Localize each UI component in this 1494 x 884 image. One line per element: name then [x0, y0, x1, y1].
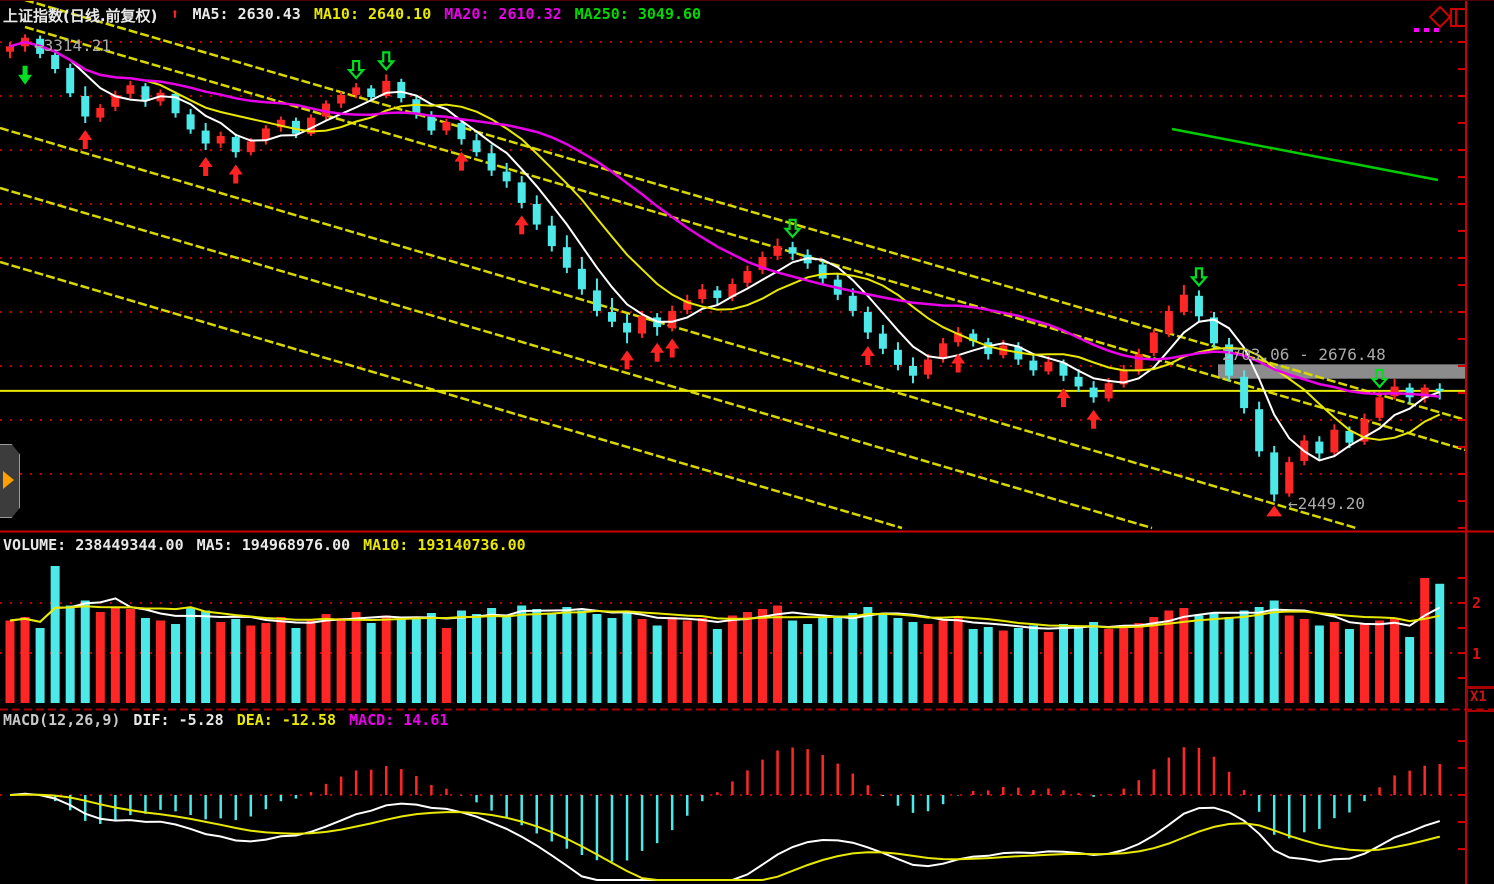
volume-gridlines: [0, 602, 1466, 654]
trendlines: [0, 0, 1467, 530]
buy-arrow-icon: [198, 157, 213, 176]
sell-hollow-arrow-icon: [346, 59, 366, 80]
dea-readout: DEA: -12.58: [236, 711, 337, 729]
sell-hollow-arrow-icon: [1189, 267, 1209, 288]
buy-arrow-icon: [665, 338, 680, 358]
window-top-border: [0, 0, 1494, 1]
macd-pane-header: MACD(12,26,9) DIF: -5.28 DEA: -12.58 MAC…: [3, 711, 448, 729]
volume-unit-box: X1: [1466, 687, 1494, 712]
low-price-label: ←2449.20: [1288, 494, 1366, 513]
split-window-divider: [1455, 10, 1457, 25]
chart-toolbar: [1412, 5, 1467, 36]
macd-lines: [9, 792, 1441, 881]
sell-hollow-arrow-icon: [1370, 368, 1389, 389]
macd-indicator-name: MACD(12,26,9): [3, 711, 121, 729]
macd-histogram: [23, 747, 1441, 862]
low-marker: [1266, 505, 1283, 517]
more-options-icon[interactable]: [1414, 28, 1439, 32]
volume-ma10-readout: MA10: 193140736.00: [363, 536, 526, 554]
ma250-readout: MA250: 3049.60: [574, 5, 702, 23]
split-window-icon[interactable]: [1450, 8, 1467, 27]
price-gridlines: [0, 41, 1466, 475]
ma20-readout: MA20: 2610.32: [444, 5, 562, 23]
macd-readout: MACD: 14.61: [349, 711, 449, 729]
dif-readout: DIF: -5.28: [133, 711, 224, 729]
ma250-line: [1171, 127, 1439, 182]
range-band-label: 2703.06 - 2676.48: [1222, 345, 1386, 364]
buy-arrow-icon: [454, 151, 469, 171]
highlight-band: [1218, 364, 1466, 379]
candles: [6, 34, 1444, 502]
buy-arrow-icon: [1056, 388, 1071, 408]
right-axis: [1458, 0, 1467, 884]
buy-arrow-icon: [514, 215, 529, 235]
sell-hollow-arrow-icon: [376, 51, 396, 72]
sell-hollow-arrow-icon: [783, 218, 803, 239]
buy-arrow-icon: [1086, 409, 1101, 429]
symbol-title: 上证指数(日线.前复权): [3, 7, 158, 25]
volume-pane-header: VOLUME: 238449344.00 MA5: 194968976.00 M…: [3, 536, 526, 554]
expand-arrow-icon: [3, 471, 14, 489]
volume-axis-tick-200m: 2: [1472, 594, 1482, 612]
ma5-readout: MA5: 2630.43: [192, 5, 301, 23]
ma10-readout: MA10: 2640.10: [313, 5, 432, 23]
volume-readout: VOLUME: 238449344.00: [3, 536, 184, 554]
sidebar-expand-handle[interactable]: [0, 444, 20, 518]
buy-arrow-icon: [78, 130, 93, 149]
sell-arrow-icon: [18, 65, 33, 85]
price-pane-header: 上证指数(日线.前复权) ⬆ MA5: 2630.43 MA10: 2640.1…: [3, 5, 701, 26]
buy-arrow-icon: [860, 346, 875, 365]
buy-arrow-icon: [620, 350, 635, 370]
trend-up-arrow-icon: ⬆: [170, 5, 180, 23]
buy-arrow-icon: [228, 164, 243, 184]
buy-arrow-icon: [650, 342, 665, 362]
volume-ma5-readout: MA5: 194968976.00: [196, 536, 351, 554]
price-ma-lines: [9, 40, 1441, 462]
high-price-label: ←3314.21: [34, 36, 112, 55]
volume-axis-tick-100m: 1: [1472, 645, 1482, 663]
signal-arrows: [18, 51, 1389, 429]
volume-ma-lines: [9, 597, 1441, 630]
volume-bars: [5, 566, 1445, 703]
diamond-tool-icon[interactable]: [1428, 5, 1452, 29]
buy-arrow-icon: [951, 353, 966, 373]
